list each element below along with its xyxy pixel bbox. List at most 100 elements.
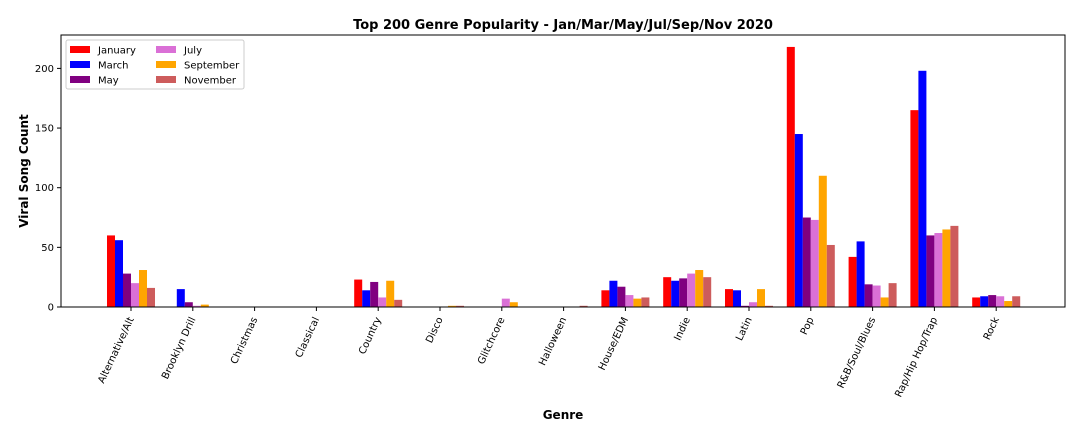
y-tick-label: 100 [35, 183, 54, 194]
bar-september-1 [200, 304, 209, 307]
bar-march-8 [609, 280, 618, 307]
bar-september-12 [880, 297, 889, 307]
x-tick-label: R&B/Soul/Blues [836, 316, 879, 391]
bar-march-4 [362, 290, 371, 307]
x-tick-label: Halloween [537, 316, 569, 368]
bar-july-14 [996, 296, 1005, 307]
bar-january-13 [910, 110, 919, 307]
bar-july-0 [131, 283, 139, 307]
x-tick-label: Classical [294, 316, 322, 360]
bar-march-0 [115, 240, 123, 307]
bar-september-8 [633, 298, 642, 307]
x-axis-label: Genre [543, 408, 584, 422]
bar-november-12 [888, 283, 897, 307]
legend-label-march: March [98, 61, 128, 72]
x-tick-label: Glitchcore [476, 316, 507, 367]
legend-swatch-september [156, 61, 176, 68]
legend-swatch-november [156, 76, 176, 83]
bars-group [107, 46, 1021, 308]
bar-september-5 [448, 305, 456, 307]
legend-swatch-july [156, 46, 176, 53]
bar-may-9 [679, 278, 688, 307]
y-axis: 0 50 100 150 200 [35, 64, 61, 314]
bar-september-0 [139, 270, 147, 307]
bar-july-12 [872, 285, 881, 307]
bar-november-13 [950, 225, 959, 307]
bar-january-11 [786, 46, 795, 308]
bar-march-1 [176, 289, 185, 307]
bar-november-5 [456, 305, 464, 307]
bar-july-6 [501, 298, 510, 307]
bar-march-13 [918, 70, 927, 307]
x-tick-label: Indie [673, 316, 693, 343]
y-tick-label: 0 [48, 303, 54, 314]
bar-november-14 [1012, 296, 1021, 307]
bar-september-9 [695, 270, 704, 307]
chart-title: Top 200 Genre Popularity - Jan/Mar/May/J… [353, 18, 773, 33]
x-tick-label: Alternative/Alt [96, 316, 136, 386]
bar-july-13 [934, 233, 943, 307]
y-tick-label: 150 [35, 124, 54, 135]
bar-january-12 [848, 256, 857, 307]
bar-may-14 [988, 295, 997, 307]
bar-may-12 [864, 284, 873, 307]
x-tick-label: Latin [734, 316, 754, 343]
legend-label-november: November [184, 76, 237, 87]
bar-march-12 [856, 241, 865, 307]
bar-january-8 [601, 290, 610, 307]
bar-may-13 [926, 235, 935, 307]
bar-march-11 [794, 134, 803, 307]
bar-july-4 [378, 297, 387, 307]
bar-may-0 [123, 273, 131, 307]
bar-july-10 [749, 302, 757, 307]
bar-may-4 [370, 281, 379, 307]
bar-may-8 [617, 286, 626, 307]
bar-september-4 [386, 280, 395, 307]
x-tick-label: Christmas [229, 316, 260, 366]
bar-july-11 [810, 219, 819, 307]
bar-may-1 [184, 302, 193, 307]
y-axis-label: Viral Song Count [17, 114, 31, 228]
legend-swatch-january [70, 46, 90, 53]
bar-july-1 [192, 305, 201, 307]
bar-september-14 [1004, 301, 1013, 307]
x-tick-label: House/EDM [597, 316, 631, 373]
bar-november-7 [579, 305, 588, 307]
bar-may-11 [802, 217, 811, 307]
legend: January March May July September November [65, 39, 245, 90]
bar-september-6 [509, 302, 518, 307]
bar-november-8 [641, 297, 650, 307]
legend-label-may: May [98, 76, 119, 87]
y-tick-label: 200 [35, 64, 54, 75]
bar-january-14 [972, 297, 981, 307]
plot-frame [60, 34, 1066, 308]
bar-may-10 [741, 305, 749, 307]
bar-july-8 [625, 295, 634, 307]
bar-january-9 [663, 277, 672, 307]
bar-january-0 [107, 235, 115, 307]
bar-november-4 [394, 299, 403, 307]
legend-label-january: January [97, 46, 136, 57]
legend-swatch-may [70, 76, 90, 83]
bar-september-10 [757, 289, 765, 307]
bar-july-9 [687, 273, 696, 307]
legend-label-july: July [183, 46, 202, 57]
x-tick-label: Rock [982, 315, 1002, 342]
bar-november-9 [703, 277, 712, 307]
bar-november-0 [147, 287, 155, 307]
x-tick-label: Disco [424, 316, 446, 345]
x-tick-label: Country [357, 316, 384, 357]
legend-swatch-march [70, 61, 90, 68]
x-axis: Alternative/Alt Brooklyn Drill Christmas Cl… [96, 307, 1002, 399]
y-tick-label: 50 [41, 243, 54, 254]
bar-january-4 [354, 279, 363, 307]
bar-november-10 [765, 305, 773, 307]
legend-box [65, 39, 245, 90]
bar-september-13 [942, 229, 951, 307]
bar-march-9 [671, 280, 680, 307]
bar-november-11 [826, 244, 835, 307]
bar-january-10 [725, 289, 733, 307]
x-tick-label: Brooklyn Drill [160, 316, 198, 381]
bar-september-11 [818, 175, 827, 307]
